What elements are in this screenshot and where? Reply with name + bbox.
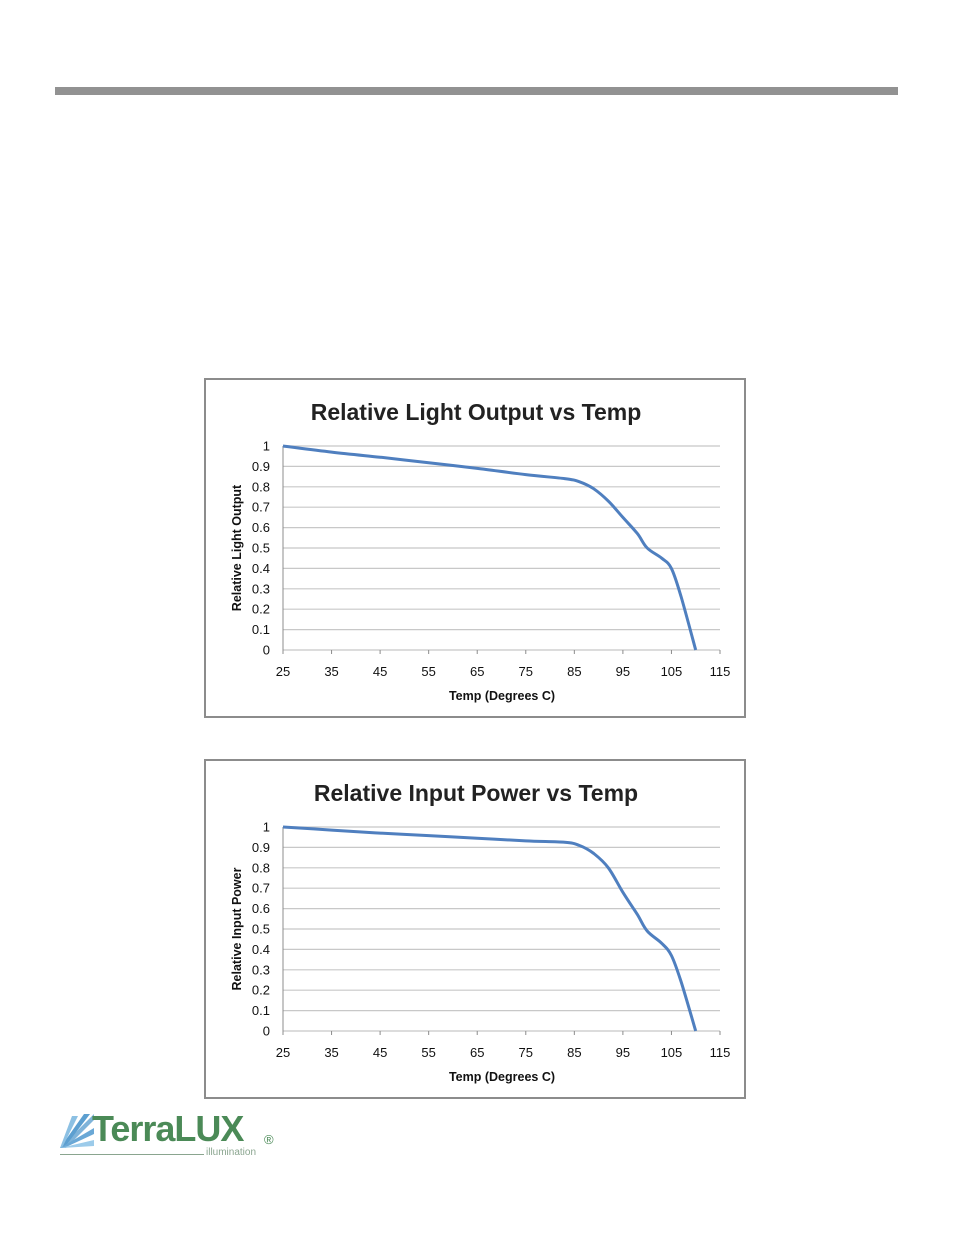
- x-tick-label: 95: [616, 1045, 630, 1060]
- x-tick-label: 85: [567, 664, 581, 679]
- light-output-chart: Relative Light Output vs Temp 1 0.9 0.8 0.7 0…: [204, 378, 746, 718]
- x-tick-label: 55: [421, 1045, 435, 1060]
- y-tick-label: 0.5: [252, 922, 270, 937]
- x-axis-label: Temp (Degrees C): [449, 689, 555, 703]
- x-tick-label: 65: [470, 664, 484, 679]
- x-tick-label: 75: [519, 664, 533, 679]
- y-tick-label: 1: [263, 820, 270, 835]
- y-axis-label: Relative Input Power: [230, 867, 244, 990]
- y-tick-label: 0.3: [252, 581, 270, 596]
- y-tick-label: 0.6: [252, 520, 270, 535]
- x-tick-label: 35: [324, 1045, 338, 1060]
- chart-title: Relative Input Power vs Temp: [314, 780, 638, 806]
- logo-subtitle: illumination: [206, 1147, 257, 1158]
- x-tick-label: 45: [373, 664, 387, 679]
- y-tick-label: 0.2: [252, 983, 270, 998]
- y-tick-label: 0.5: [252, 541, 270, 556]
- y-tick-label: 0.4: [252, 561, 270, 576]
- y-tick-label: 0.6: [252, 901, 270, 916]
- x-tick-label: 105: [661, 1045, 683, 1060]
- x-axis-label: Temp (Degrees C): [449, 1070, 555, 1084]
- y-tick-label: 0.1: [252, 622, 270, 637]
- y-tick-label: 0.3: [252, 962, 270, 977]
- chart-title: Relative Light Output vs Temp: [311, 399, 642, 425]
- top-rule: [55, 87, 898, 95]
- y-tick-label: 0: [263, 643, 270, 658]
- sunburst-icon: [60, 1114, 94, 1148]
- logo-wordmark: TerraLUX: [92, 1108, 244, 1149]
- x-tick-label: 85: [567, 1045, 581, 1060]
- x-tick-label: 35: [324, 664, 338, 679]
- y-tick-label: 1: [263, 439, 270, 454]
- y-tick-label: 0.4: [252, 942, 270, 957]
- x-tick-label: 105: [661, 664, 683, 679]
- x-tick-label: 25: [276, 1045, 290, 1060]
- y-tick-label: 0: [263, 1024, 270, 1039]
- y-tick-label: 0.1: [252, 1003, 270, 1018]
- x-tick-label: 65: [470, 1045, 484, 1060]
- input-power-chart-svg: Relative Input Power vs Temp 1 0.9 0.8 0.7 0.…: [230, 780, 731, 1084]
- registered-mark: ®: [264, 1132, 274, 1147]
- x-tick-label: 75: [519, 1045, 533, 1060]
- x-tick-label: 55: [421, 664, 435, 679]
- y-tick-label: 0.9: [252, 840, 270, 855]
- input-power-chart: Relative Input Power vs Temp 1 0.9 0.8 0.7 0.…: [204, 759, 746, 1099]
- y-tick-label: 0.8: [252, 860, 270, 875]
- series-line: [282, 825, 698, 1032]
- x-tick-label: 45: [373, 1045, 387, 1060]
- y-tick-label: 0.7: [252, 881, 270, 896]
- y-tick-label: 0.7: [252, 500, 270, 515]
- y-tick-label: 0.9: [252, 459, 270, 474]
- y-tick-label: 0.8: [252, 479, 270, 494]
- x-tick-label: 115: [710, 1045, 731, 1060]
- terralux-logo: TerraLUX ® illumination: [58, 1108, 288, 1162]
- series-line: [282, 444, 698, 651]
- x-tick-label: 25: [276, 664, 290, 679]
- x-tick-label: 95: [616, 664, 630, 679]
- y-tick-label: 0.2: [252, 602, 270, 617]
- light-output-chart-svg: Relative Light Output vs Temp 1 0.9 0.8 0.7 0…: [230, 399, 731, 703]
- x-tick-label: 115: [710, 664, 731, 679]
- logo-underline: [60, 1154, 204, 1155]
- y-axis-label: Relative Light Output: [230, 484, 244, 611]
